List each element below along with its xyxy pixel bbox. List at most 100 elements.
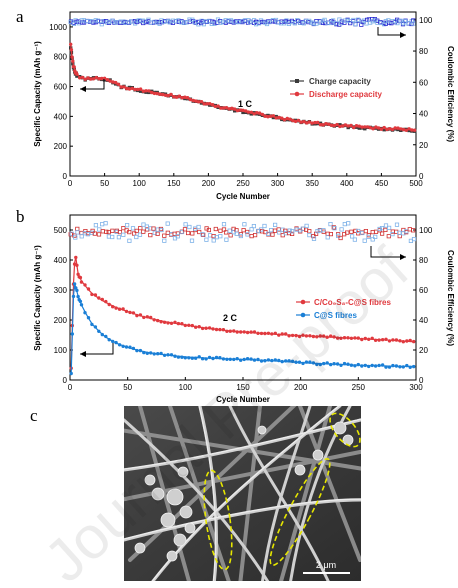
data-point-b-1 [263, 359, 267, 363]
y2-tick-label-a: 80 [419, 47, 428, 56]
arrow-right-a [377, 27, 406, 36]
data-point-b-1 [367, 364, 371, 369]
ce-point-a [392, 20, 397, 25]
arrow-right-b [370, 246, 406, 258]
data-point-b-1 [249, 357, 253, 361]
data-point-a-1 [185, 96, 190, 100]
data-point-b-0 [263, 331, 267, 336]
data-point-b-1 [356, 362, 360, 367]
ce-point-a [314, 18, 319, 24]
ce-point-b [307, 229, 312, 234]
ce-point-b [127, 238, 132, 243]
y-tick-label-a: 600 [54, 83, 68, 92]
data-point-b-1 [221, 357, 226, 361]
ce-point-b [201, 232, 206, 237]
y2-axis-title-a: Coulombic Efficiency (%) [446, 46, 455, 142]
data-point-a-1 [357, 124, 361, 128]
y-tick-label-b: 300 [54, 286, 68, 295]
ce-point-b [356, 231, 361, 236]
data-point-b-1 [69, 371, 73, 376]
ce-point-b [272, 228, 278, 233]
arrow-left-a [80, 79, 105, 90]
data-point-a-1 [343, 123, 348, 127]
rate-label-b: 2 C [223, 313, 238, 323]
data-point-b-1 [90, 322, 94, 327]
data-point-a-1 [105, 78, 110, 82]
data-point-a-1 [404, 128, 408, 132]
data-point-a-1 [80, 75, 85, 80]
data-point-a-1 [233, 107, 237, 111]
ce-point-a [311, 21, 316, 26]
data-point-b-0 [86, 287, 91, 291]
ce-point-b [189, 238, 195, 243]
panel-label-a: a [16, 7, 24, 26]
data-point-b-1 [290, 359, 295, 363]
y-tick-label-a: 400 [54, 112, 68, 121]
data-point-b-0 [349, 336, 354, 340]
legend-b: C/Co₉S₈-C@S fibres C@S fibres [296, 298, 391, 320]
tick-labels-b: 0 50 100 150 200 250 3000100200300400500020406… [54, 226, 433, 392]
data-point-b-0 [190, 323, 194, 328]
ce-point-b [238, 233, 243, 239]
ce-point-b [224, 237, 229, 242]
data-point-a-1 [69, 42, 73, 46]
data-point-b-1 [346, 362, 350, 366]
ce-point-b [336, 233, 341, 238]
ce-point-b [270, 232, 275, 237]
legend-marker-charge [295, 79, 299, 83]
data-point-b-1 [197, 355, 201, 359]
ce-point-b [141, 222, 146, 227]
data-point-b-0 [228, 329, 232, 333]
data-point-a-1 [69, 48, 74, 52]
data-point-b-0 [78, 275, 83, 280]
ce-point-b [249, 227, 254, 232]
x-tick-label-a: 0 [68, 179, 73, 188]
data-point-b-0 [405, 339, 409, 343]
axis-ticks-b [69, 229, 417, 381]
ce-point-a [351, 17, 356, 23]
ce-point-a [398, 18, 403, 23]
data-point-b-0 [194, 325, 198, 329]
ce-point-b [75, 226, 80, 231]
ce-point-b [338, 235, 343, 241]
data-point-a-1 [269, 114, 273, 118]
ce-point-a [359, 22, 364, 27]
data-point-b-0 [332, 335, 336, 339]
data-point-a-1 [155, 91, 159, 96]
y-tick-label-b: 0 [63, 376, 68, 385]
ce-point-b [141, 229, 146, 234]
ce-point-b [407, 227, 412, 232]
data-point-a-1 [368, 126, 372, 130]
data-point-a-1 [260, 112, 265, 117]
data-point-a-1 [180, 96, 184, 100]
ce-point-b [116, 235, 121, 240]
ce-point-b [373, 234, 378, 239]
data-point-b-1 [294, 360, 298, 364]
data-point-a-1 [379, 127, 384, 131]
ce-point-a [295, 18, 300, 23]
data-point-b-1 [329, 362, 333, 367]
data-point-b-1 [353, 364, 357, 368]
y2-axis-title-b: Coulombic Efficiency (%) [446, 250, 455, 346]
data-point-b-0 [180, 322, 184, 326]
data-point-b-0 [370, 336, 374, 340]
data-point-b-1 [75, 288, 79, 293]
data-point-b-1 [71, 294, 76, 299]
ce-point-b [218, 228, 223, 233]
data-point-a-1 [338, 124, 342, 129]
data-point-b-0 [277, 333, 281, 337]
data-point-b-1 [86, 316, 91, 320]
data-point-a-1 [72, 65, 76, 69]
data-point-b-1 [97, 329, 101, 333]
data-point-b-1 [308, 360, 312, 364]
data-point-a-1 [316, 120, 320, 125]
data-point-b-1 [111, 339, 115, 344]
ce-point-b [185, 230, 191, 236]
data-point-b-0 [169, 321, 174, 325]
data-point-a-1 [354, 124, 359, 128]
data-point-b-0 [114, 306, 118, 310]
ce-point-a [161, 19, 167, 24]
data-point-a-1 [340, 124, 345, 128]
ce-point-b [75, 230, 80, 235]
